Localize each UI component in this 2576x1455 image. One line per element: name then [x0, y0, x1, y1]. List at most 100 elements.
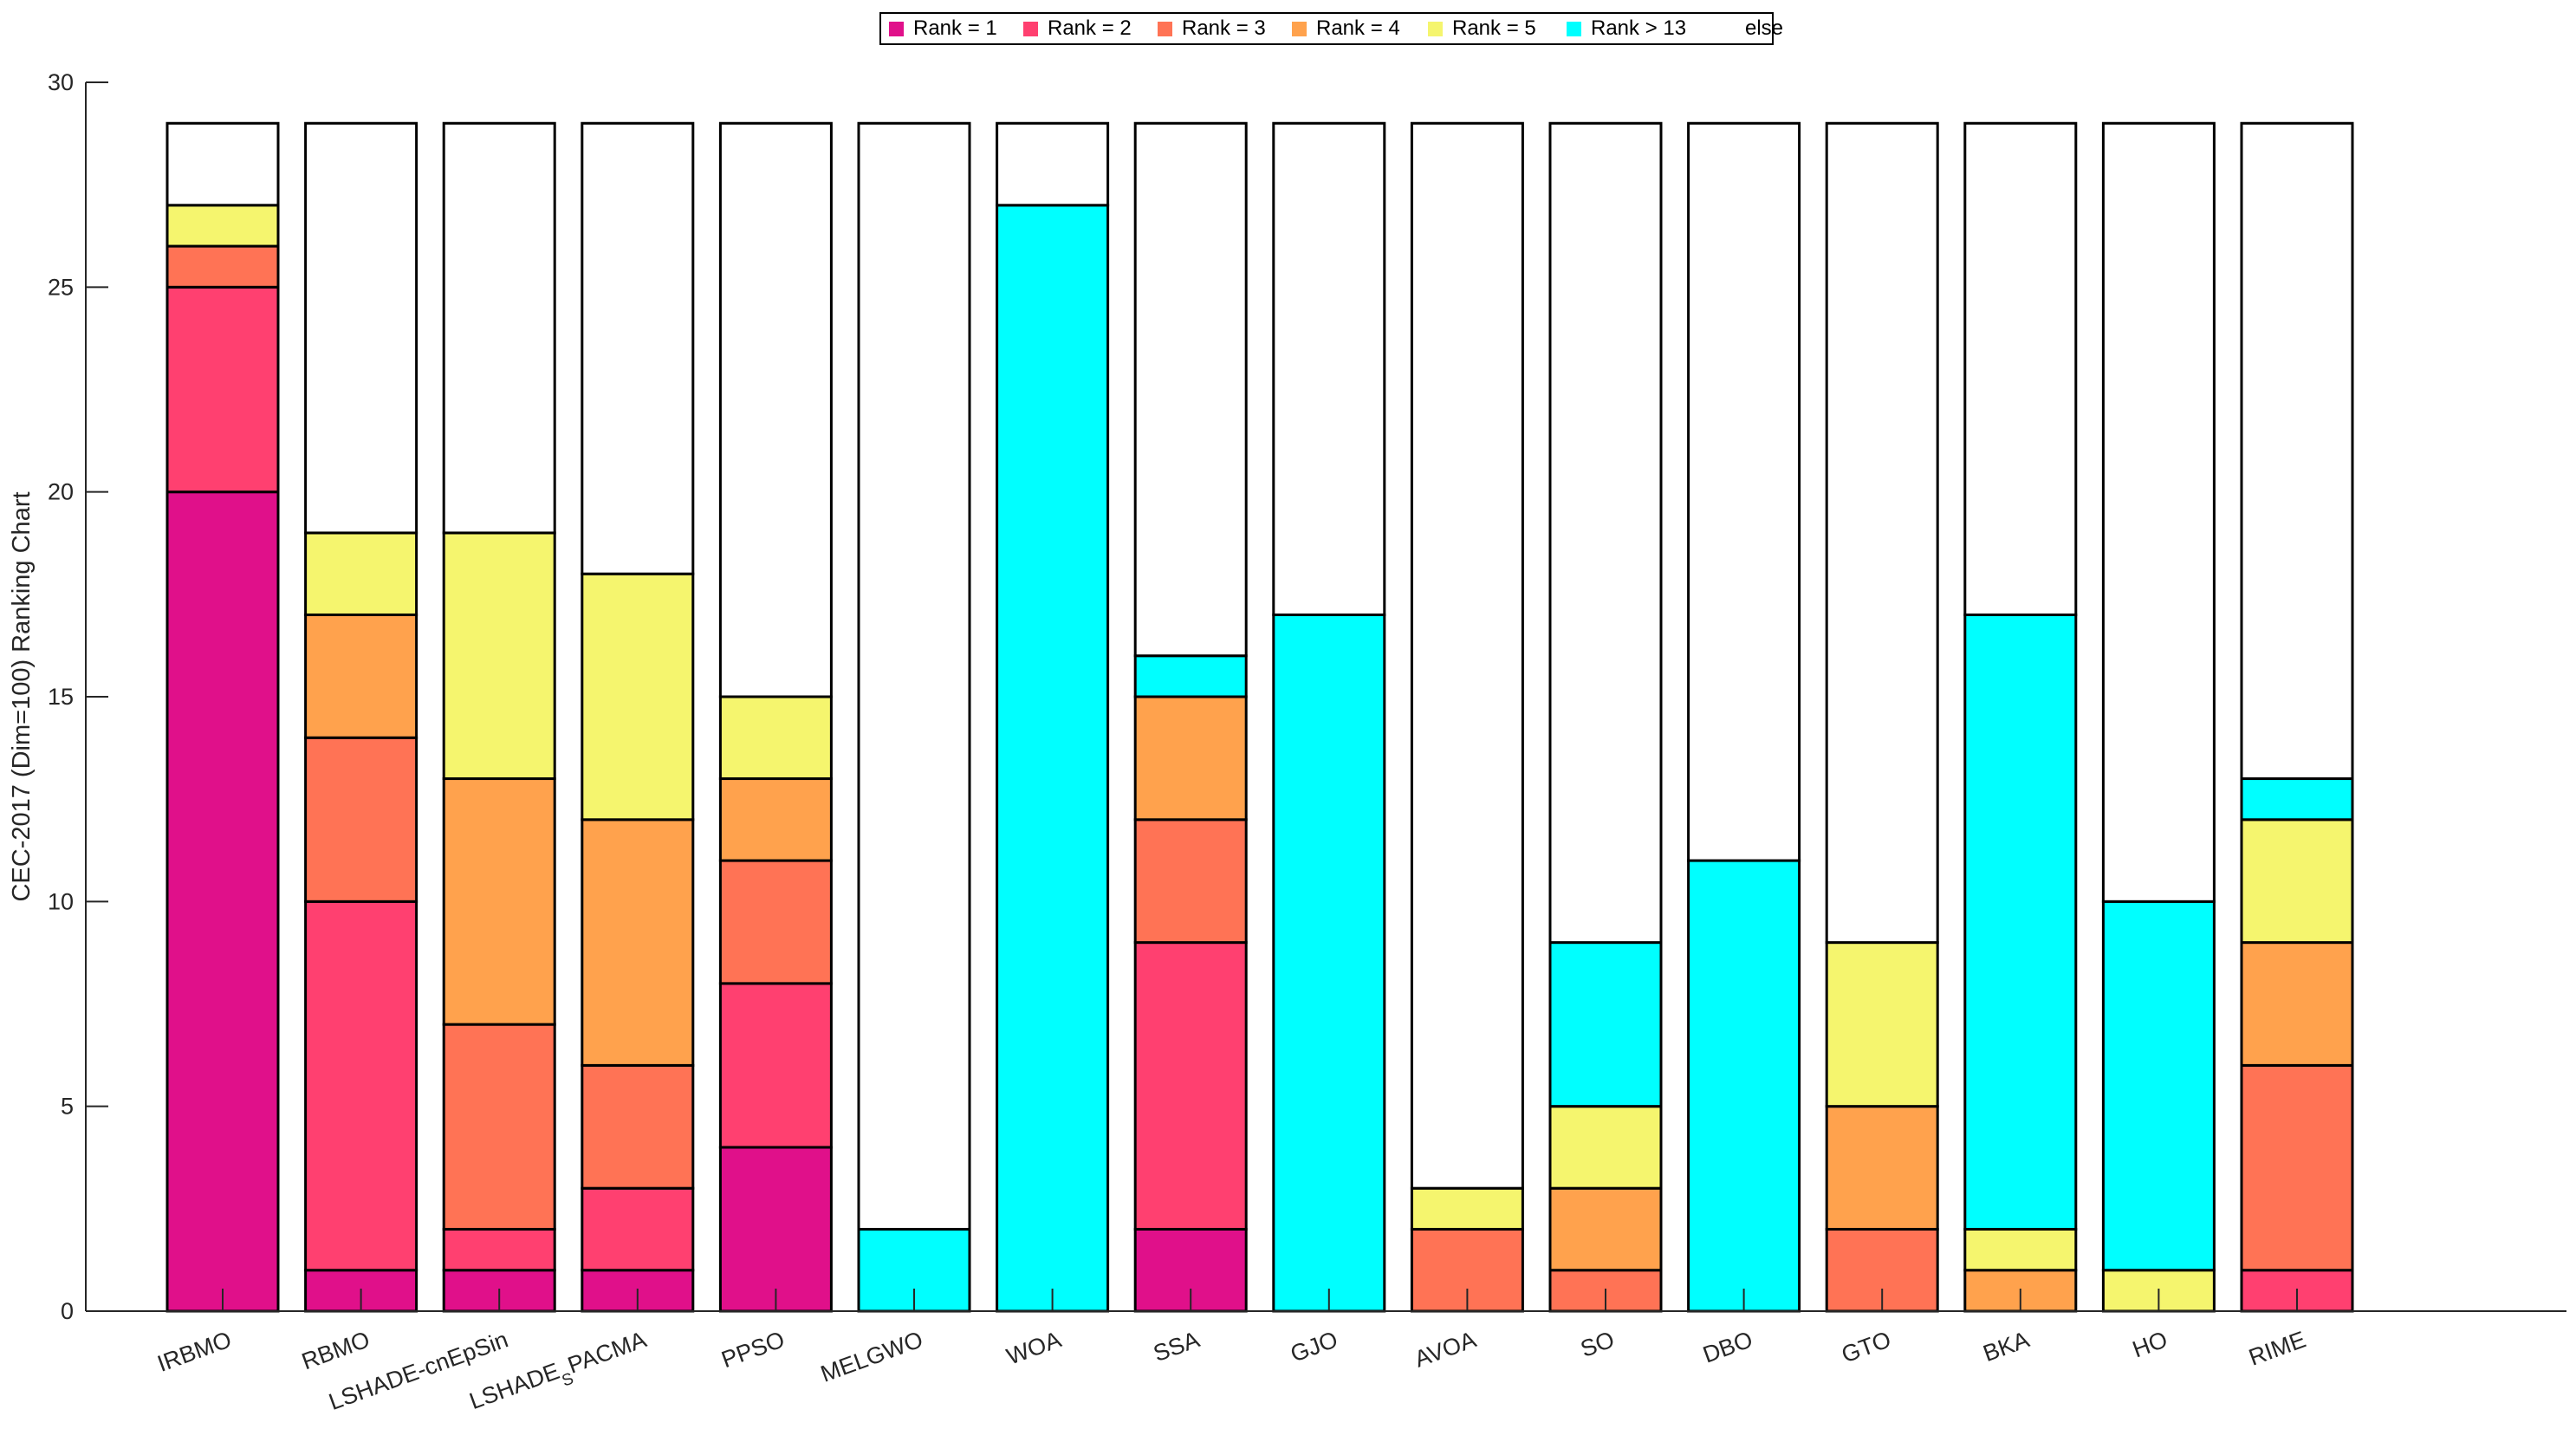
bar-segment-gjo-series-7	[1272, 121, 1386, 616]
bar-segment-rbmo-series-3	[304, 736, 419, 903]
legend-label: else	[1745, 16, 1784, 40]
legend-label: Rank = 1	[913, 16, 997, 40]
bar-segment-dbo-series-7	[1687, 121, 1801, 862]
y-axis-label: CEC-2017 (Dim=100) Ranking Chart	[8, 491, 36, 901]
bar-segment-ppso-series-1	[718, 1146, 833, 1313]
legend-item: Rank = 2	[1023, 14, 1132, 43]
legend-item: Rank = 3	[1158, 14, 1266, 43]
legend: Rank = 1 Rank = 2 Rank = 3 Rank = 4 Rank = 5…	[879, 12, 1783, 45]
bar-segment-gto-series-7	[1825, 121, 1939, 945]
bar-segment-bka-series-5	[1963, 1227, 2078, 1272]
x-tick-label: HO	[2129, 1326, 2170, 1362]
bar-segment-lshade-cnepsin-series-5	[442, 531, 556, 781]
y-tick-label: 30	[48, 69, 74, 95]
bar-segment-ssa-series-7	[1133, 121, 1248, 658]
y-tick-label: 15	[48, 684, 74, 710]
legend-item: Rank = 5	[1428, 14, 1536, 43]
legend-label: Rank = 3	[1182, 16, 1266, 40]
bar-segment-lshade-spacma-series-7	[581, 121, 695, 575]
legend-swatch	[1721, 21, 1736, 36]
bar-segment-ssa-series-4	[1133, 695, 1248, 822]
legend-swatch	[1292, 21, 1307, 36]
legend-swatch	[1023, 21, 1038, 36]
bar-segment-avoa-series-7	[1410, 121, 1524, 1190]
y-ticks: 0 5 10 15 20 25 30	[48, 69, 108, 1324]
x-tick-label: GJO	[1287, 1326, 1340, 1367]
x-tick-label: WOA	[1003, 1326, 1065, 1369]
x-tick-label: BKA	[1980, 1326, 2033, 1367]
bar-segment-avoa-series-5	[1410, 1186, 1524, 1231]
x-tick-label: RBMO	[298, 1326, 373, 1374]
bar-segment-irbmo-series-3	[165, 244, 280, 289]
bar-segment-rime-series-3	[2240, 1063, 2354, 1272]
x-tick-label: RIME	[2245, 1326, 2309, 1370]
legend-item: Rank > 13	[1567, 14, 1686, 43]
y-tick-label: 0	[61, 1298, 74, 1324]
bar-segment-ppso-series-5	[718, 695, 833, 781]
y-tick-label: 20	[48, 479, 74, 505]
bar-segment-irbmo-series-1	[165, 490, 280, 1313]
bar-segment-ppso-series-2	[718, 982, 833, 1149]
bar-segment-irbmo-series-2	[165, 285, 280, 494]
bar-segment-gto-series-4	[1825, 1105, 1939, 1231]
legend-item: Rank = 1	[889, 14, 997, 43]
bar-segment-woa-series-7	[996, 121, 1110, 207]
x-tick-label: PPSO	[718, 1326, 788, 1373]
bar-segment-ssa-series-3	[1133, 818, 1248, 945]
legend-swatch	[889, 21, 904, 36]
bar-segment-irbmo-series-7	[165, 121, 280, 207]
bar-segment-ssa-series-2	[1133, 941, 1248, 1231]
bar-segment-bka-series-6	[1963, 613, 2078, 1231]
x-tick-label: SSA	[1150, 1326, 1203, 1367]
bar-segment-irbmo-series-5	[165, 204, 280, 248]
legend-swatch	[1567, 21, 1581, 36]
bar-segment-rbmo-series-7	[304, 121, 419, 535]
bar-segment-dbo-series-6	[1687, 859, 1801, 1313]
bar-segment-woa-series-6	[996, 204, 1110, 1313]
x-tick-label: DBO	[1699, 1326, 1755, 1367]
bar-segment-lshade-spacma-series-3	[581, 1063, 695, 1190]
bar-segment-so-series-6	[1548, 941, 1663, 1108]
bar-segment-lshade-cnepsin-series-7	[442, 121, 556, 535]
x-tick-label: SO	[1577, 1326, 1618, 1362]
bar-segment-so-series-5	[1548, 1105, 1663, 1190]
legend-label: Rank = 5	[1452, 16, 1536, 40]
bar-segment-lshade-cnepsin-series-4	[442, 777, 556, 1026]
x-tick-label: AVOA	[1411, 1326, 1480, 1372]
y-tick-label: 5	[61, 1094, 74, 1120]
legend-item: Rank = 4	[1292, 14, 1400, 43]
legend-swatch	[1158, 21, 1172, 36]
bar-segment-gjo-series-6	[1272, 613, 1386, 1313]
bar-segment-rime-series-5	[2240, 818, 2354, 945]
bar-segment-ssa-series-6	[1133, 654, 1248, 698]
bar-segment-lshade-cnepsin-series-2	[442, 1227, 556, 1272]
legend-label: Rank = 4	[1316, 16, 1400, 40]
bar-segment-rime-series-6	[2240, 777, 2354, 822]
bar-segment-rbmo-series-4	[304, 613, 419, 739]
legend-label: Rank > 13	[1591, 16, 1687, 40]
bar-segment-ho-series-7	[2101, 121, 2216, 903]
legend-swatch	[1428, 21, 1443, 36]
bar-segment-gto-series-5	[1825, 941, 1939, 1108]
bar-segment-ppso-series-4	[718, 777, 833, 862]
x-tick-label: GTO	[1838, 1326, 1894, 1367]
bar-segment-melgwo-series-7	[857, 121, 971, 1231]
bar-segment-lshade-spacma-series-2	[581, 1186, 695, 1272]
bar-segment-ppso-series-3	[718, 859, 833, 985]
legend-label: Rank = 2	[1048, 16, 1132, 40]
bars-layer	[165, 121, 2354, 1313]
bar-segment-bka-series-7	[1963, 121, 2078, 616]
bar-segment-rime-series-7	[2240, 121, 2354, 781]
y-tick-label: 10	[48, 888, 74, 914]
bar-segment-lshade-spacma-series-5	[581, 572, 695, 822]
bar-segment-lshade-cnepsin-series-3	[442, 1023, 556, 1231]
bar-segment-rime-series-4	[2240, 941, 2354, 1067]
bar-segment-rbmo-series-2	[304, 900, 419, 1272]
y-tick-label: 25	[48, 274, 74, 300]
x-tick-label: MELGWO	[817, 1326, 926, 1387]
bar-segment-rbmo-series-5	[304, 531, 419, 616]
bar-segment-lshade-spacma-series-4	[581, 818, 695, 1067]
bar-segment-ho-series-6	[2101, 900, 2216, 1272]
bar-segment-ppso-series-7	[718, 121, 833, 698]
